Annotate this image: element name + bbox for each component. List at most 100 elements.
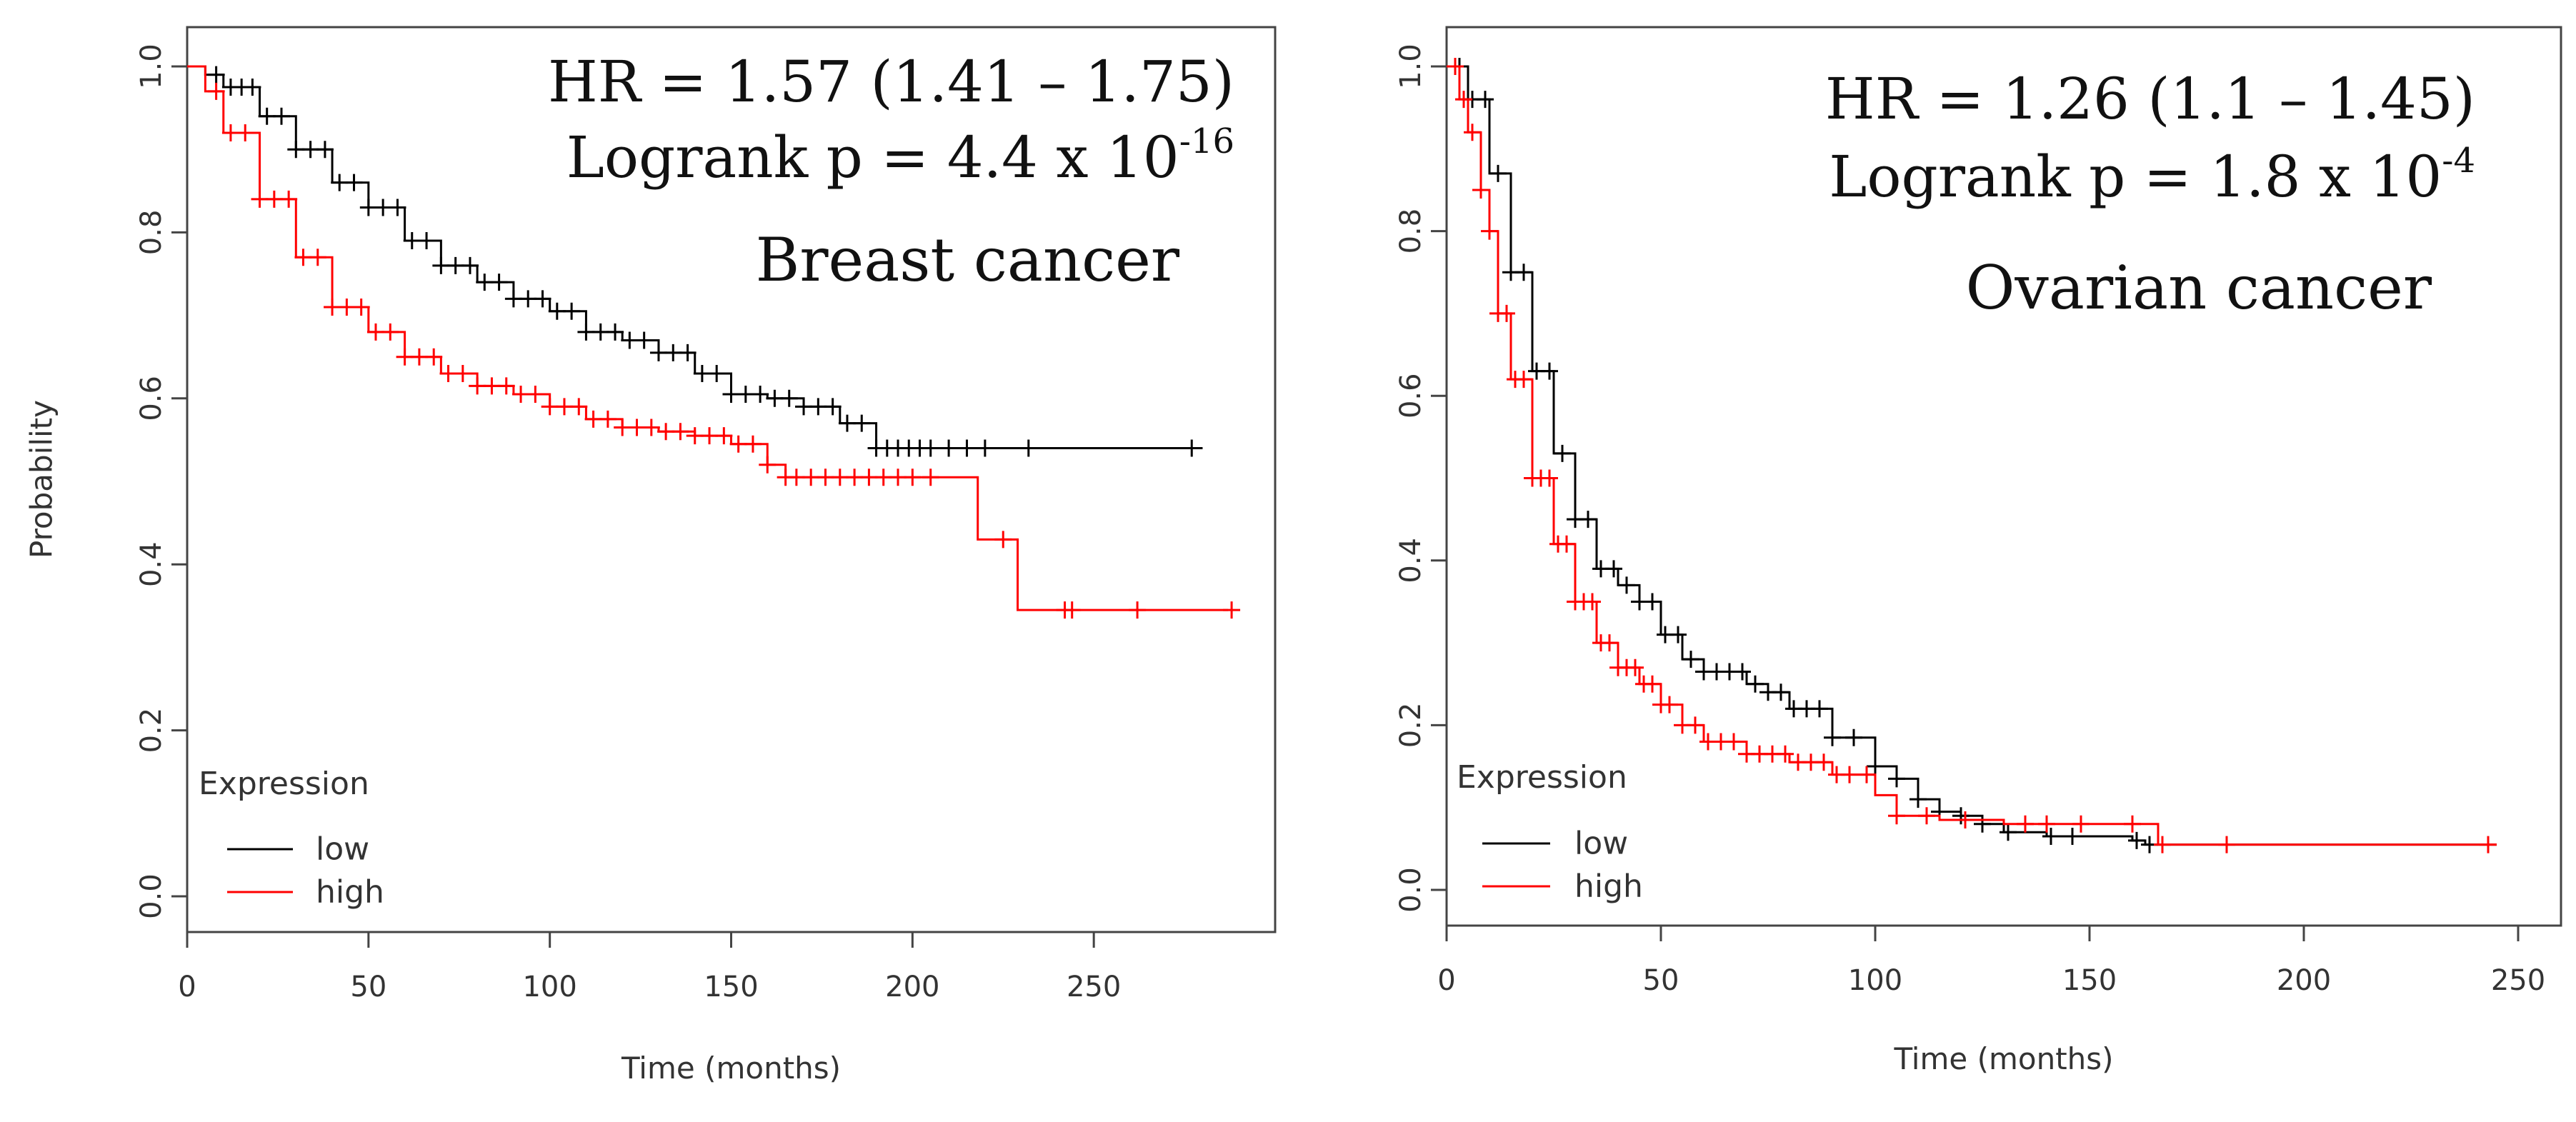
censor-mark-low (1618, 576, 1635, 594)
y-tick-label: 0.4 (1394, 538, 1427, 583)
censor-mark-low (693, 364, 711, 382)
censor-mark-high (469, 377, 486, 395)
censor-mark-high (541, 398, 559, 416)
y-tick-label: 0.8 (135, 210, 168, 256)
censor-mark-low (244, 79, 261, 96)
censor-mark-high (294, 249, 312, 266)
censor-mark-high (729, 435, 747, 453)
x-tick-label: 200 (885, 971, 939, 1003)
censor-mark-low (1888, 770, 1905, 788)
legend-label-low: low (1574, 826, 1628, 862)
censor-mark-high (236, 124, 254, 141)
x-tick-label: 100 (522, 971, 576, 1003)
censor-mark-low (621, 331, 639, 349)
censor-mark-low (2128, 831, 2145, 849)
censor-mark-low (389, 199, 406, 216)
censor-mark-low (1867, 758, 1884, 776)
censor-mark-low (519, 290, 537, 308)
censor-mark-high (396, 348, 414, 366)
censor-mark-low (359, 199, 377, 216)
censor-mark-low (504, 290, 522, 308)
logrank-annotation: Logrank p = 1.8 x 10-4 (1829, 141, 2475, 210)
x-tick-label: 150 (2062, 964, 2117, 997)
logrank-value: Logrank p = 1.8 x 10 (1829, 144, 2442, 210)
censor-mark-low (664, 344, 682, 361)
y-tick-label: 0.8 (1394, 209, 1427, 254)
cancer-type-label: Ovarian cancer (1966, 253, 2432, 323)
censor-mark-high (483, 377, 501, 395)
x-tick-label: 100 (1848, 964, 1902, 997)
x-tick-label: 200 (2277, 964, 2331, 997)
censor-mark-high (2480, 836, 2497, 853)
censor-mark-high (1601, 634, 1618, 652)
y-tick-label: 0.4 (135, 541, 168, 587)
censor-mark-high (2218, 836, 2235, 853)
censor-mark-high (1687, 716, 1704, 734)
censor-mark-high (1447, 58, 1464, 75)
censor-mark-low (534, 290, 551, 308)
censor-mark-low (446, 256, 464, 274)
censor-mark-low (1974, 815, 1991, 833)
hr-annotation: HR = 1.57 (1.41 – 1.75) (548, 49, 1234, 115)
censor-mark-high (599, 410, 616, 428)
censor-mark-high (2154, 836, 2171, 853)
censor-mark-high (1498, 304, 1515, 322)
censor-mark-low (563, 302, 581, 320)
plot-frame (1445, 26, 2562, 927)
censor-mark-low (722, 385, 740, 403)
censor-mark-high (280, 190, 298, 208)
censor-mark-high (1481, 222, 1498, 240)
censor-mark-high (1584, 593, 1601, 611)
legend-label-high: high (1574, 868, 1643, 905)
censor-mark-low (1909, 791, 1927, 808)
censor-mark-low (591, 323, 609, 341)
chart-0: 0.0 0.2 0.4 0.6 0.8 1.0 0 50 100 150 200 250 Time (m… (24, 26, 1277, 1086)
censor-mark-low (606, 323, 624, 341)
censor-mark-low (316, 141, 334, 159)
censor-mark-low (809, 398, 827, 416)
censor-mark-high (1472, 181, 1489, 199)
censor-mark-high (1223, 601, 1241, 619)
censor-mark-low (272, 107, 290, 125)
censor-mark-high (817, 469, 834, 486)
censor-mark-high (1918, 807, 1935, 825)
censor-mark-high (642, 419, 660, 436)
censor-mark-high (889, 469, 907, 486)
censor-mark-high (1957, 811, 1974, 828)
cancer-type-label: Breast cancer (756, 225, 1180, 295)
x-tick-label: 250 (2491, 964, 2545, 997)
censor-mark-low (976, 439, 994, 457)
censor-mark-low (708, 364, 726, 382)
censor-mark-high (1515, 371, 1532, 389)
censor-mark-low (1682, 651, 1699, 668)
y-tick-label: 0.2 (135, 708, 168, 753)
censor-mark-high (874, 469, 892, 486)
censor-mark-high (1858, 766, 1875, 783)
censor-mark-low (838, 414, 856, 432)
censor-mark-high (904, 469, 922, 486)
censor-mark-high (584, 410, 602, 428)
y-tick-label: 1.0 (1394, 44, 1427, 89)
x-tick-label: 0 (1437, 964, 1455, 997)
y-tick-label: 0.0 (135, 873, 168, 919)
censor-mark-low (1845, 728, 1862, 746)
censor-mark-high (922, 469, 939, 486)
censor-mark-high (1725, 733, 1742, 751)
censor-mark-low (2064, 828, 2081, 846)
censor-mark-low (258, 107, 276, 125)
censor-mark-low (958, 439, 976, 457)
censor-mark-high (1661, 696, 1678, 713)
censor-mark-high (860, 469, 878, 486)
censor-mark-low (635, 331, 653, 349)
legend-title: Expression (1457, 759, 1627, 796)
censor-mark-low (1811, 700, 1828, 718)
censor-mark-high (657, 423, 675, 441)
censor-mark-low (853, 414, 871, 432)
censor-mark-high (381, 323, 399, 341)
chart-1: 0.0 0.2 0.4 0.6 0.8 1.0 0 50 100 150 200 250 Time (m… (1394, 26, 2562, 1076)
y-tick-label: 0.6 (135, 376, 168, 421)
censor-mark-low (418, 232, 436, 250)
censor-mark-high (555, 398, 573, 416)
censor-mark-high (2072, 815, 2090, 833)
